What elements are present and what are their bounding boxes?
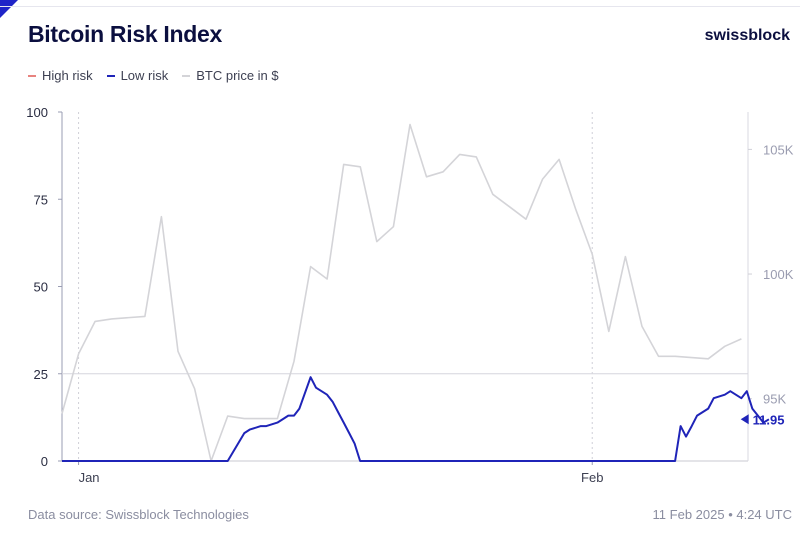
- legend-item-btc-price[interactable]: BTC price in $: [182, 68, 279, 83]
- legend-item-high-risk[interactable]: High risk: [28, 68, 93, 83]
- timestamp: 11 Feb 2025 • 4:24 UTC: [652, 507, 792, 522]
- last-value-marker: [740, 414, 749, 425]
- legend-swatch-btc-price: [182, 74, 191, 77]
- y-left-tick-label: 100: [26, 105, 48, 120]
- brand-logo: swissblock: [704, 27, 790, 44]
- legend-label-btc-price: BTC price in $: [196, 68, 279, 83]
- y-right-tick-label: 100K: [763, 267, 794, 282]
- risk-index-chart: Jan Feb 0 25 50 75 100 95K 100K 105K 11.95: [26, 105, 794, 485]
- legend-swatch-low-risk: [106, 74, 115, 77]
- btc-price-line: [61, 123, 742, 462]
- x-tick-label: Feb: [581, 470, 603, 485]
- y-right-tick-label: 95K: [763, 392, 786, 407]
- legend-label-low-risk: Low risk: [120, 68, 169, 83]
- x-tick-label: Jan: [79, 470, 100, 485]
- chart-title: Bitcoin Risk Index: [28, 21, 222, 47]
- legend-swatch-high-risk: [28, 74, 36, 77]
- corner-accent: [0, 0, 18, 18]
- y-left-tick-label: 25: [34, 367, 48, 382]
- y-left-tick-label: 0: [41, 454, 48, 469]
- legend-item-low-risk[interactable]: Low risk: [106, 68, 169, 83]
- top-divider: [0, 6, 800, 7]
- last-value-label: 11.95: [753, 412, 785, 427]
- legend: High risk Low risk BTC price in $: [28, 68, 279, 83]
- legend-label-high-risk: High risk: [42, 68, 93, 83]
- y-left-tick-label: 50: [34, 280, 48, 295]
- y-left-tick-label: 75: [34, 192, 48, 207]
- low-risk-line: [62, 376, 770, 462]
- y-right-tick-label: 105K: [763, 142, 794, 157]
- data-source: Data source: Swissblock Technologies: [28, 507, 249, 522]
